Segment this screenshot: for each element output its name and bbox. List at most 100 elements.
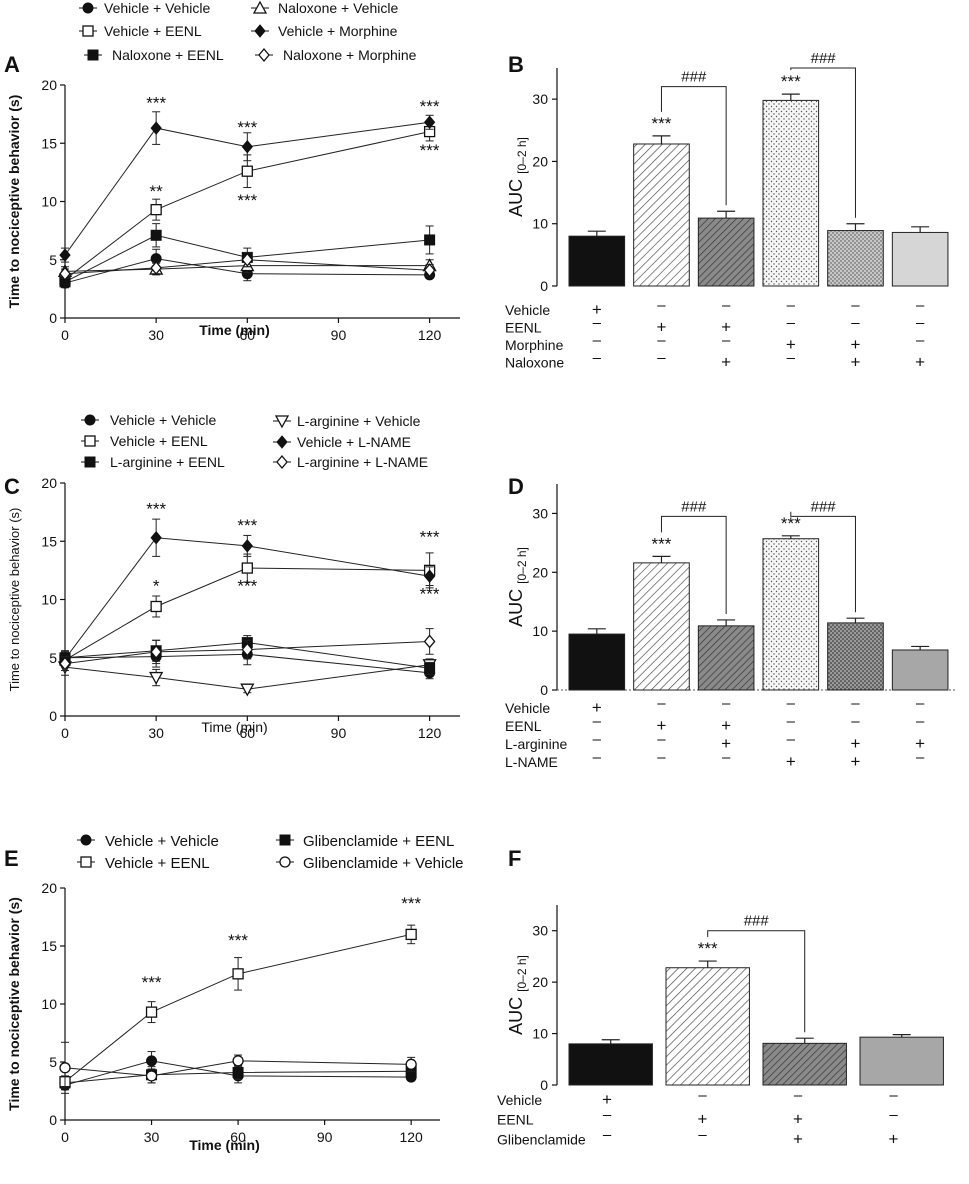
treatment-plus: + xyxy=(602,1090,612,1109)
treatment-plus: + xyxy=(851,353,861,372)
treatment-minus: – xyxy=(787,315,796,332)
treatment-minus: – xyxy=(916,749,925,766)
treatment-minus: – xyxy=(657,332,666,349)
x-tick-label: 30 xyxy=(148,327,164,343)
treatment-plus: + xyxy=(698,1110,708,1129)
significance-label: ** xyxy=(150,182,164,201)
panel-letter-e: E xyxy=(4,846,19,871)
legend-label: Glibenclamide + Vehicle xyxy=(303,855,464,872)
open-circle-marker xyxy=(232,1055,244,1067)
treatment-row-label: Naloxone xyxy=(505,355,564,371)
bar xyxy=(762,1042,847,1086)
series-line xyxy=(64,642,430,669)
legend-label: Vehicle + Vehicle xyxy=(110,412,216,428)
x-axis-label: Time (min) xyxy=(189,1137,260,1153)
y-tick-label: 5 xyxy=(49,252,57,268)
legend-label: L-arginine + Vehicle xyxy=(297,413,421,429)
treatment-minus: – xyxy=(916,332,925,349)
y-tick-label: 0 xyxy=(49,310,57,326)
filled-square-marker xyxy=(150,229,162,241)
y-axis-label-subscript: [0–2 h] xyxy=(515,955,529,992)
legend-panel-a: Vehicle + Vehicle Naloxone + Vehicle Veh… xyxy=(79,0,417,63)
y-tick-label: 30 xyxy=(532,923,548,939)
treatment-row-label: EENL xyxy=(497,1112,534,1128)
treatment-row-label: Morphine xyxy=(505,337,564,353)
x-tick-label: 0 xyxy=(61,725,69,741)
series-line xyxy=(64,121,430,256)
treatment-minus: – xyxy=(593,350,602,367)
treatment-plus: + xyxy=(657,716,667,735)
legend-entry: L-arginine + Vehicle xyxy=(273,413,421,429)
treatment-minus: – xyxy=(787,731,796,748)
treatment-minus: – xyxy=(916,695,925,712)
treatment-row-label: Glibenclamide xyxy=(497,1131,586,1147)
legend-entry: Naloxone + Morphine xyxy=(255,47,417,63)
treatment-row-label: Vehicle xyxy=(497,1092,542,1108)
open-circle-marker xyxy=(59,1062,71,1074)
bar xyxy=(568,633,626,691)
series-line xyxy=(64,131,430,280)
legend-entry: Vehicle + Vehicle xyxy=(81,412,216,428)
treatment-minus: – xyxy=(787,695,796,712)
treatment-plus: + xyxy=(721,734,731,753)
y-axis-label-subscript: [0–2 h] xyxy=(515,137,529,174)
treatment-minus: – xyxy=(722,749,731,766)
significance-label: *** xyxy=(420,527,440,546)
bracket-label: ### xyxy=(681,498,707,515)
filled-diamond-marker xyxy=(59,248,71,262)
legend-label: L-arginine + L-NAME xyxy=(297,454,428,470)
y-tick-label: 20 xyxy=(41,475,57,491)
bar xyxy=(633,143,690,287)
significance-label: *** xyxy=(781,72,801,91)
treatment-minus: – xyxy=(787,350,796,367)
y-axis-label: Time to nociceptive behavior (s) xyxy=(6,897,22,1111)
bar xyxy=(633,562,690,691)
legend-label: Naloxone + EENL xyxy=(112,47,224,63)
bar xyxy=(827,230,884,287)
y-tick-label: 30 xyxy=(532,505,548,521)
y-tick-label: 20 xyxy=(41,77,57,93)
y-tick-label: 20 xyxy=(532,564,548,580)
significance-label: *** xyxy=(237,516,257,535)
filled-square-marker xyxy=(279,834,291,846)
series-line xyxy=(64,933,412,1083)
treatment-minus: – xyxy=(603,1107,612,1124)
treatment-minus: – xyxy=(657,350,666,367)
filled-diamond-marker xyxy=(150,121,162,135)
x-tick-label: 60 xyxy=(230,1129,246,1145)
significance-label: *** xyxy=(420,585,440,604)
y-tick-label: 0 xyxy=(540,682,548,698)
open-square-marker xyxy=(405,928,417,941)
treatment-minus: – xyxy=(657,695,666,712)
filled-diamond-marker xyxy=(254,24,266,38)
y-axis-label-main: AUC xyxy=(506,174,526,217)
filled-circle-marker xyxy=(146,1055,158,1067)
legend-label: Vehicle + Vehicle xyxy=(105,833,219,850)
open-square-marker xyxy=(80,856,92,868)
legend-label: Vehicle + Morphine xyxy=(278,23,398,39)
open-square-marker xyxy=(232,968,244,980)
x-tick-label: 60 xyxy=(240,327,256,343)
treatment-plus: + xyxy=(851,752,861,771)
treatment-minus: – xyxy=(657,749,666,766)
x-tick-label: 120 xyxy=(399,1129,423,1145)
filled-diamond-marker xyxy=(276,435,288,449)
y-axis-label: Time to nociceptive behavior (s) xyxy=(6,95,22,309)
legend-label: Vehicle + EENL xyxy=(104,23,202,39)
y-tick-label: 20 xyxy=(41,880,57,896)
filled-diamond-marker xyxy=(150,530,162,545)
open-diamond-marker xyxy=(423,634,436,649)
series-line xyxy=(64,664,430,690)
treatment-minus: – xyxy=(657,731,666,748)
treatment-minus: – xyxy=(593,749,602,766)
x-axis-label: Time (min) xyxy=(199,322,270,338)
y-tick-label: 0 xyxy=(540,1077,548,1093)
legend-label: Vehicle + L-NAME xyxy=(297,434,411,450)
bar xyxy=(697,625,755,691)
panel-letter-f: F xyxy=(508,846,521,871)
treatment-minus: – xyxy=(722,332,731,349)
treatment-minus: – xyxy=(657,297,666,314)
series-line xyxy=(64,259,430,275)
